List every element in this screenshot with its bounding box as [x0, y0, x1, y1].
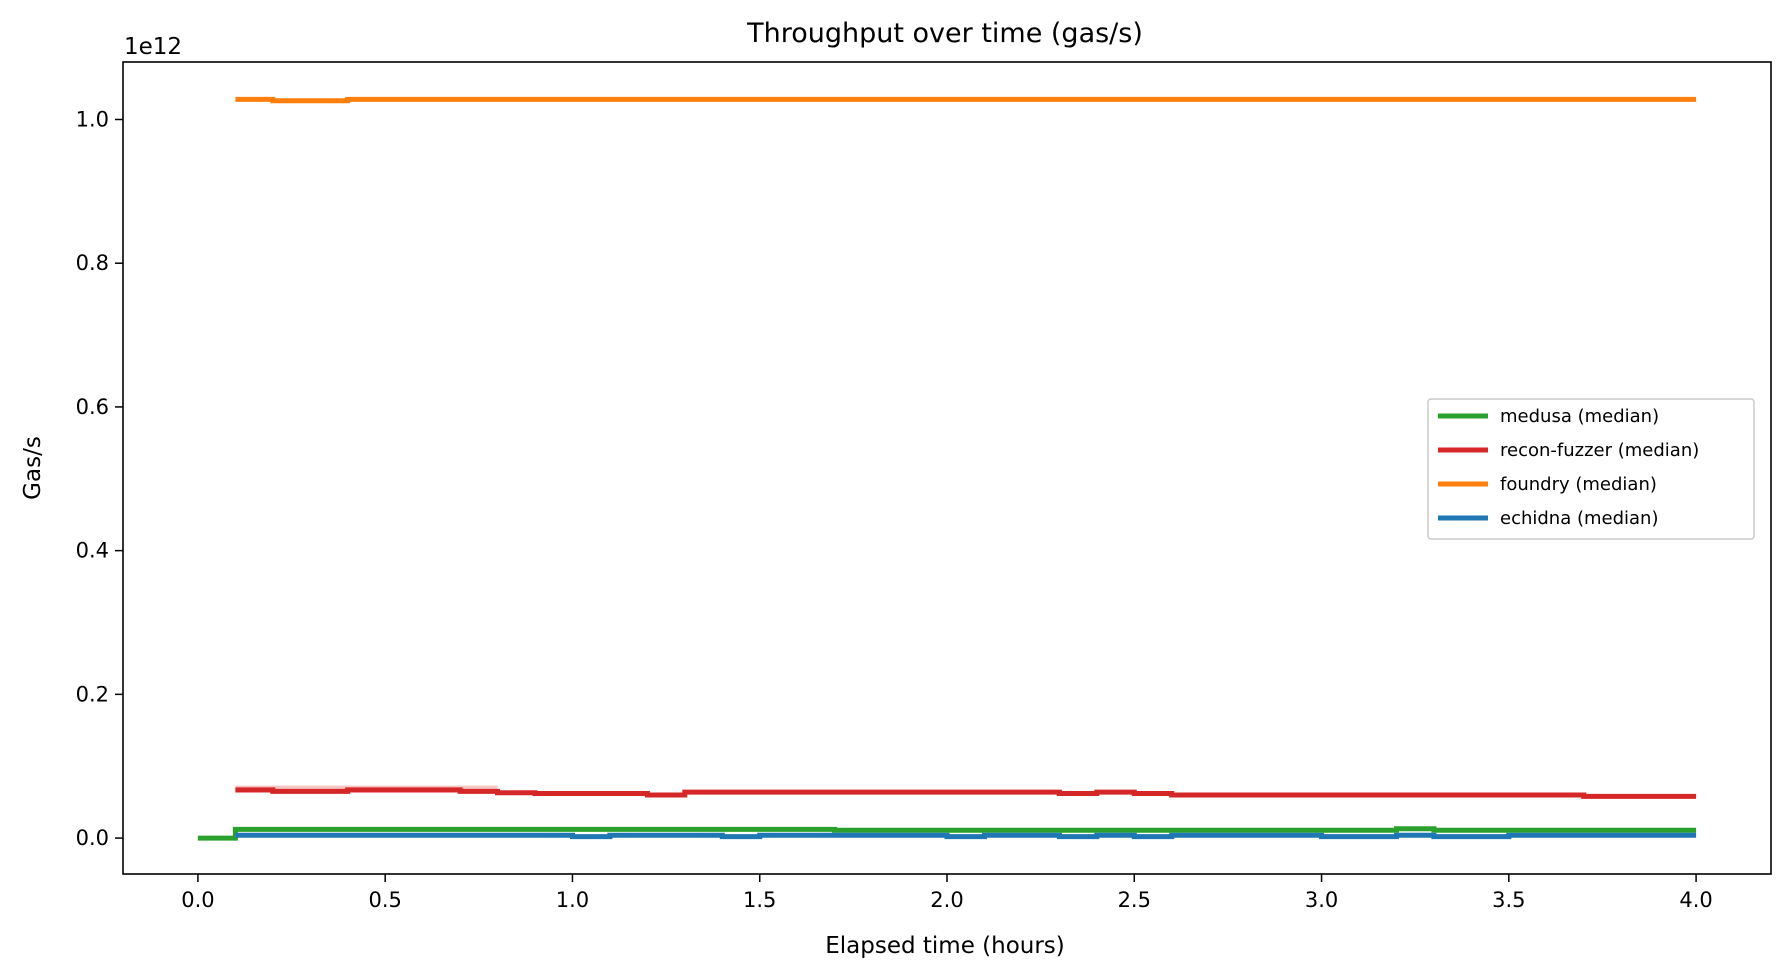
y-axis-ticks: 0.0 0.2 0.4 0.6 0.8 1.0: [76, 107, 123, 850]
x-axis-ticks: 0.0 0.5 1.0 1.5 2.0 2.5 3.0 3.5 4.0: [181, 874, 1713, 912]
y-axis-label: Gas/s: [20, 436, 46, 500]
legend-label-medusa: medusa (median): [1500, 406, 1659, 427]
series-line-echidna: [235, 832, 1697, 840]
y-tick-label: 0.8: [76, 251, 109, 275]
x-tick-label: 1.5: [743, 888, 776, 912]
series-line-foundry: [235, 96, 1697, 104]
legend: medusa (median) recon-fuzzer (median) fo…: [1427, 398, 1755, 540]
y-tick-label: 1.0: [76, 107, 109, 131]
x-tick-label: 2.0: [930, 888, 963, 912]
legend-label-recon-fuzzer: recon-fuzzer (median): [1500, 440, 1699, 461]
x-tick-label: 3.5: [1492, 888, 1525, 912]
x-tick-label: 0.5: [368, 888, 401, 912]
series-line-recon-fuzzer: [235, 787, 1697, 799]
x-tick-label: 2.5: [1118, 888, 1151, 912]
y-tick-label: 0.0: [76, 826, 109, 850]
x-tick-label: 3.0: [1305, 888, 1338, 912]
y-tick-label: 0.6: [76, 395, 109, 419]
chart-title: Throughput over time (gas/s): [746, 18, 1143, 49]
series-layer: [197, 96, 1697, 841]
x-axis-label: Elapsed time (hours): [825, 933, 1065, 959]
y-tick-label: 0.2: [76, 682, 109, 706]
x-tick-label: 4.0: [1679, 888, 1712, 912]
x-tick-label: 1.0: [556, 888, 589, 912]
y-offset-label: 1e12: [124, 34, 182, 60]
legend-label-foundry: foundry (median): [1500, 474, 1657, 495]
legend-box: [1427, 398, 1755, 540]
y-tick-label: 0.4: [76, 539, 109, 563]
x-tick-label: 0.0: [181, 888, 214, 912]
legend-label-echidna: echidna (median): [1500, 508, 1658, 529]
